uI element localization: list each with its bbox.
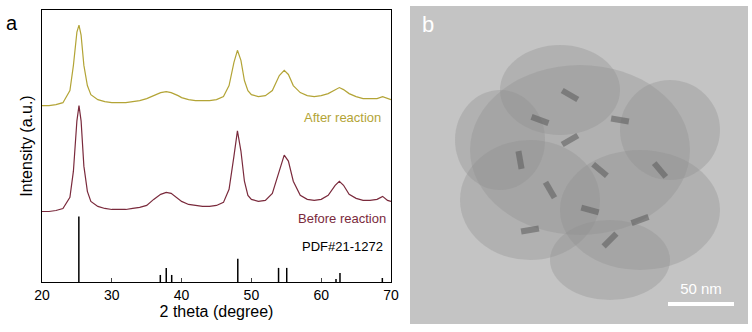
svg-text:50: 50 bbox=[244, 287, 260, 303]
svg-text:20: 20 bbox=[34, 287, 50, 303]
svg-text:b: b bbox=[422, 12, 434, 37]
svg-text:a: a bbox=[6, 12, 18, 34]
svg-text:2 theta (degree): 2 theta (degree) bbox=[160, 303, 274, 320]
svg-text:50 nm: 50 nm bbox=[680, 280, 722, 297]
svg-text:30: 30 bbox=[104, 287, 120, 303]
svg-text:After reaction: After reaction bbox=[304, 110, 381, 125]
svg-text:Intensity (a.u.): Intensity (a.u.) bbox=[18, 95, 35, 196]
svg-text:70: 70 bbox=[383, 287, 399, 303]
svg-text:60: 60 bbox=[313, 287, 329, 303]
svg-text:Before reaction: Before reaction bbox=[298, 211, 386, 226]
svg-text:PDF#21-1272: PDF#21-1272 bbox=[302, 239, 383, 254]
svg-text:40: 40 bbox=[174, 287, 190, 303]
